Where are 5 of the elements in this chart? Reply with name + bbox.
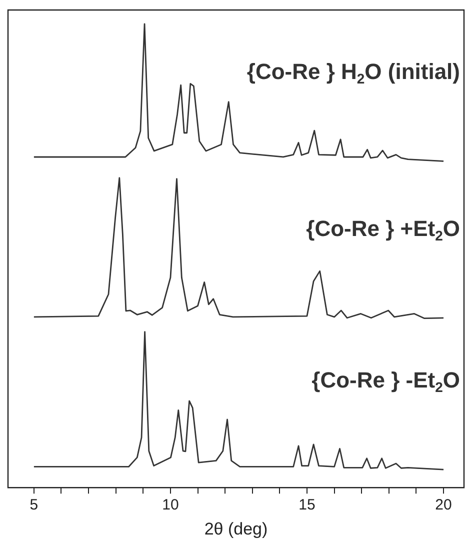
- x-axis-title: 2θ (deg): [204, 519, 268, 538]
- x-tick-label: 5: [30, 496, 38, 514]
- x-tick-label: 15: [298, 496, 316, 514]
- x-tick-label: 10: [162, 496, 179, 514]
- x-tick-label: 20: [435, 496, 452, 514]
